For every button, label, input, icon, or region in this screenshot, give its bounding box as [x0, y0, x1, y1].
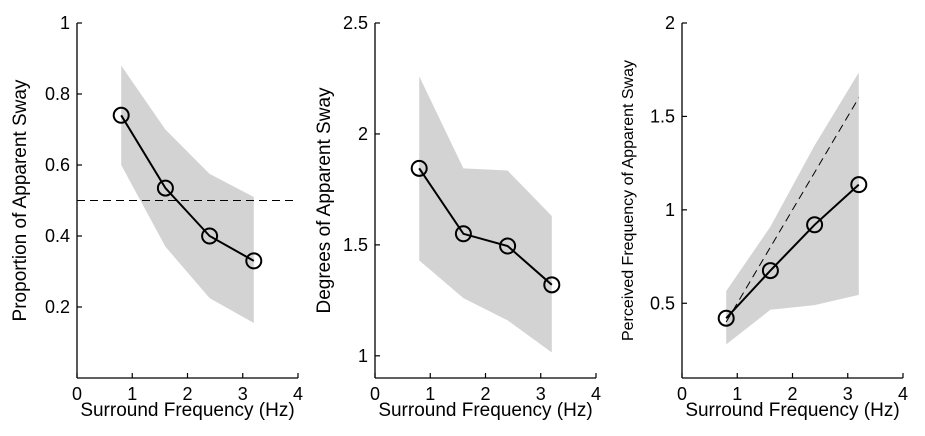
x-tick-label: 0 — [370, 384, 380, 404]
series-line — [120, 114, 255, 262]
x-tick-label: 4 — [591, 384, 601, 404]
y-axis-label: Proportion of Apparent Sway — [10, 79, 31, 321]
y-axis-label: Perceived Frequency of Apparent Sway — [620, 60, 637, 341]
variability-band — [121, 65, 254, 323]
y-tick-label: 0.4 — [45, 226, 70, 246]
x-tick-label: 3 — [843, 384, 853, 404]
data-point — [245, 252, 263, 270]
y-tick-label: 0.6 — [45, 155, 70, 175]
x-axis-label: Surround Frequency (Hz) — [378, 400, 592, 421]
x-tick-label: 1 — [732, 384, 742, 404]
data-point — [717, 309, 735, 327]
data-point — [112, 106, 130, 124]
series-line — [418, 167, 553, 286]
x-tick-label: 2 — [787, 384, 797, 404]
data-point — [156, 179, 174, 197]
x-tick-label: 0 — [72, 384, 82, 404]
x-tick-label: 1 — [127, 384, 137, 404]
x-axis-label: Surround Frequency (Hz) — [685, 400, 899, 421]
x-tick-label: 3 — [238, 384, 248, 404]
variability-band — [726, 72, 859, 345]
y-tick-label: 0.5 — [650, 293, 675, 313]
data-point — [850, 176, 868, 194]
data-point — [454, 225, 472, 243]
y-tick-label: 1 — [665, 200, 675, 220]
x-tick-label: 3 — [536, 384, 546, 404]
x-tick-label: 4 — [293, 384, 303, 404]
x-tick-label: 4 — [898, 384, 908, 404]
y-tick-label: 0.2 — [45, 297, 70, 317]
series-line — [725, 183, 860, 319]
y-tick-label: 0.8 — [45, 84, 70, 104]
y-tick-label: 2.5 — [343, 13, 368, 33]
x-tick-label: 2 — [480, 384, 490, 404]
x-tick-label: 1 — [425, 384, 435, 404]
y-tick-label: 1.5 — [650, 106, 675, 126]
data-point — [499, 237, 517, 255]
x-axis-label: Surround Frequency (Hz) — [80, 400, 294, 421]
data-point — [543, 276, 561, 294]
x-tick-label: 2 — [182, 384, 192, 404]
y-tick-label: 1 — [358, 346, 368, 366]
y-tick-label: 2 — [665, 13, 675, 33]
y-tick-label: 2 — [358, 124, 368, 144]
y-tick-label: 1.5 — [343, 235, 368, 255]
data-point — [806, 216, 824, 234]
data-point — [201, 227, 219, 245]
variability-band — [419, 76, 552, 353]
data-point — [761, 262, 779, 280]
reference-line — [725, 97, 860, 323]
data-point — [410, 159, 428, 177]
x-tick-label: 0 — [677, 384, 687, 404]
y-tick-label: 1 — [60, 13, 70, 33]
y-axis-label: Degrees of Apparent Sway — [314, 87, 335, 314]
